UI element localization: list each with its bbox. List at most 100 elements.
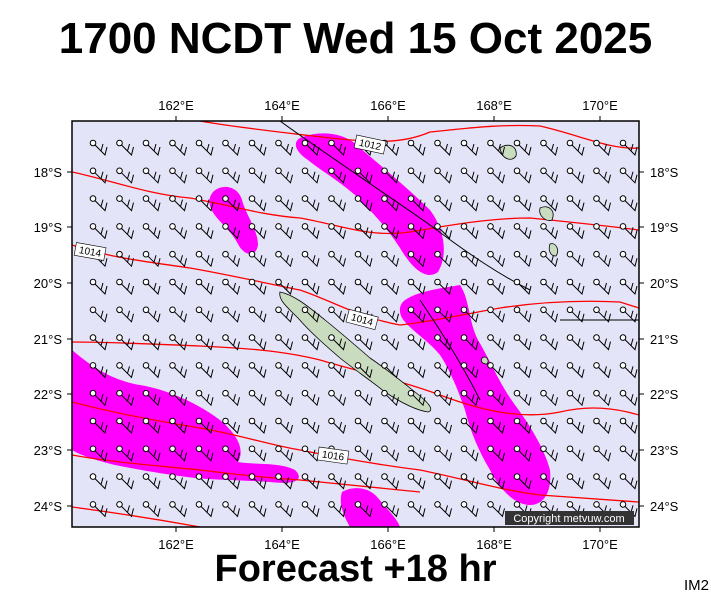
wind-barb <box>514 529 531 544</box>
wind-barb <box>407 473 426 490</box>
wind-barb <box>328 362 346 379</box>
lat-label-right-19: 19°S <box>650 220 679 235</box>
wind-barb <box>541 529 558 544</box>
wind-barb <box>407 334 426 351</box>
wind-barb <box>513 195 532 212</box>
wind-barb <box>275 306 293 323</box>
wind-barb <box>513 223 532 240</box>
lat-label-left-20: 20°S <box>34 276 63 291</box>
latitude-axis <box>67 171 644 507</box>
wind-barb <box>275 445 293 462</box>
grande-terre <box>279 291 432 413</box>
wind-barb <box>460 195 479 212</box>
wind-barb <box>89 362 108 379</box>
wind-barb <box>354 445 373 462</box>
wind-barb <box>301 306 320 323</box>
isobar-label-1014-west: 1014 <box>78 245 102 260</box>
wind-barb <box>566 473 585 490</box>
wind-barb <box>248 306 267 323</box>
lat-label-left-22: 22°S <box>34 387 63 402</box>
wind-barb <box>89 139 108 156</box>
wind-barb <box>460 278 479 295</box>
wind-barb <box>222 195 240 212</box>
lon-label-bottom-168: 168°E <box>476 537 512 552</box>
wind-barb <box>460 417 479 434</box>
wind-barb <box>460 250 479 268</box>
lat-label-left-21: 21°S <box>34 332 63 347</box>
wind-barb <box>248 139 267 156</box>
wind-barb <box>195 278 214 295</box>
wind-barb <box>487 389 505 407</box>
wind-barb <box>89 278 108 295</box>
wind-barb <box>169 445 187 462</box>
wind-barb <box>222 278 240 295</box>
wind-barb <box>487 445 505 462</box>
wind-barb <box>301 501 320 518</box>
wind-barb <box>195 501 214 518</box>
wind-barb <box>619 473 638 490</box>
wind-barb <box>275 417 293 434</box>
wind-barb <box>566 334 585 351</box>
wind-barb <box>381 195 399 212</box>
wind-barb <box>619 417 638 434</box>
wind-barb <box>434 417 452 434</box>
wind-barb <box>116 389 134 407</box>
wind-barb <box>647 418 664 433</box>
lon-label-top-166: 166°E <box>370 98 406 113</box>
wind-barb <box>275 167 293 184</box>
wind-barb <box>434 195 452 212</box>
lon-label-top-162: 162°E <box>158 98 194 113</box>
wind-barb <box>195 306 214 323</box>
wind-barb <box>434 167 452 184</box>
wind-barb <box>381 250 399 268</box>
wind-barb <box>142 473 161 490</box>
copyright-box <box>505 511 634 525</box>
wind-band-small <box>209 186 258 254</box>
wind-barb <box>540 167 558 184</box>
wind-barb <box>540 417 558 434</box>
wind-barb <box>116 195 134 212</box>
isobar-label-1012: 1012 <box>358 138 382 153</box>
wind-barb <box>407 278 426 295</box>
wind-barb <box>222 473 240 490</box>
wind-barb <box>275 362 293 379</box>
isobar-labels: 1012 1014 1014 1016 <box>73 134 387 465</box>
wind-barb <box>513 334 532 351</box>
wind-barb <box>89 445 108 462</box>
wind-barb <box>328 389 346 407</box>
wind-barb <box>566 195 585 212</box>
wind-barb <box>513 389 532 407</box>
wind-barb <box>566 362 585 379</box>
wind-barb <box>195 389 214 407</box>
wind-barb <box>407 362 426 379</box>
wind-barb <box>222 167 240 184</box>
wind-barb <box>354 389 373 407</box>
wind-barb <box>354 278 373 295</box>
wind-barb <box>169 139 187 156</box>
isobar-label-1016: 1016 <box>321 450 345 464</box>
wind-barb <box>89 473 108 490</box>
wind-barb <box>89 195 108 212</box>
wind-barb <box>593 445 611 462</box>
wind-barb <box>328 223 346 240</box>
wind-barb <box>222 445 240 462</box>
wind-barb <box>116 250 134 268</box>
wind-barb <box>116 362 134 379</box>
wind-barb <box>381 278 399 295</box>
longitude-axis <box>175 116 601 532</box>
wind-barb <box>116 473 134 490</box>
wind-barb <box>513 278 532 295</box>
wind-barb <box>222 389 240 407</box>
wind-barb <box>434 306 452 323</box>
wind-barb <box>647 251 664 266</box>
wind-barb <box>434 362 452 379</box>
wind-barb <box>169 501 187 518</box>
wind-band-southwest <box>72 350 299 483</box>
lat-label-right-23: 23°S <box>650 443 679 458</box>
lat-label-right-18: 18°S <box>650 165 679 180</box>
wind-barb <box>513 445 532 462</box>
wind-barb <box>487 167 505 184</box>
wind-barb <box>647 140 664 155</box>
wind-barb <box>540 334 558 351</box>
wind-barb <box>328 250 346 268</box>
